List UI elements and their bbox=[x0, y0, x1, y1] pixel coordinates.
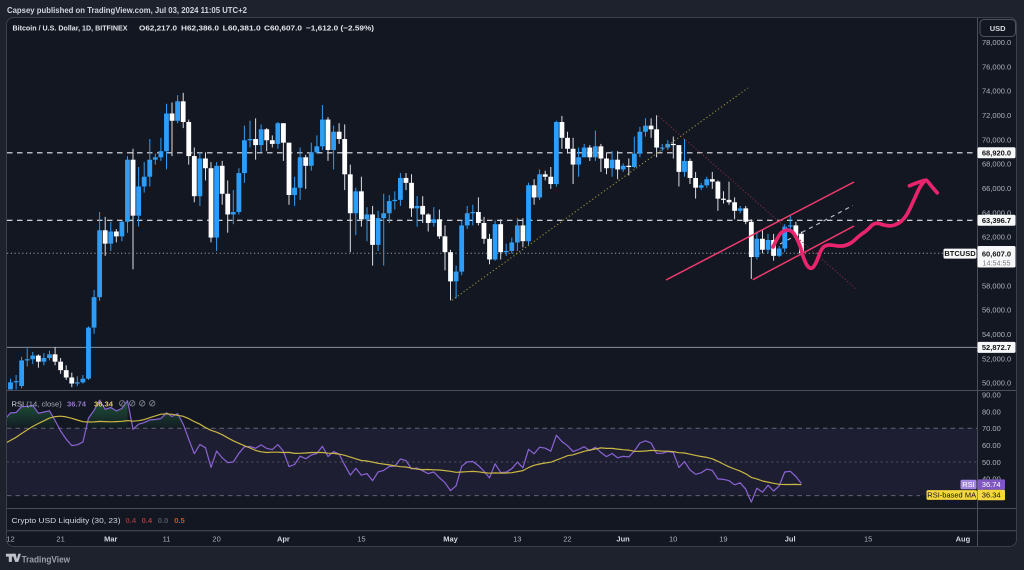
svg-text:10: 10 bbox=[669, 534, 677, 543]
svg-text:50.00: 50.00 bbox=[982, 458, 1001, 467]
svg-text:50,000.0: 50,000.0 bbox=[982, 379, 1011, 388]
svg-text:H62,386.0: H62,386.0 bbox=[181, 24, 219, 33]
svg-text:60,607.0: 60,607.0 bbox=[982, 250, 1011, 259]
svg-text:Jul: Jul bbox=[785, 534, 796, 543]
svg-text:52,872.7: 52,872.7 bbox=[982, 343, 1011, 352]
svg-text:RSI (14, close): RSI (14, close) bbox=[12, 399, 63, 408]
svg-text:Crypto USD Liquidity (30, 23): Crypto USD Liquidity (30, 23) bbox=[12, 516, 122, 525]
svg-text:L60,381.0: L60,381.0 bbox=[223, 24, 261, 33]
svg-text:May: May bbox=[443, 534, 458, 543]
svg-text:36.34: 36.34 bbox=[94, 399, 114, 408]
svg-text:RSI: RSI bbox=[962, 480, 975, 489]
svg-text:36.34: 36.34 bbox=[982, 491, 1001, 500]
svg-text:22: 22 bbox=[563, 534, 571, 543]
svg-text:20: 20 bbox=[212, 534, 220, 543]
svg-text:64,000.0: 64,000.0 bbox=[982, 208, 1011, 217]
svg-text:54,000.0: 54,000.0 bbox=[982, 330, 1011, 339]
svg-text:36.74: 36.74 bbox=[67, 399, 87, 408]
svg-text:70,000.0: 70,000.0 bbox=[982, 135, 1011, 144]
svg-text:11: 11 bbox=[163, 534, 171, 543]
svg-text:70.00: 70.00 bbox=[982, 424, 1001, 433]
svg-text:TradingView: TradingView bbox=[22, 554, 71, 565]
svg-text:74,000.0: 74,000.0 bbox=[982, 87, 1011, 96]
svg-text:72,000.0: 72,000.0 bbox=[982, 111, 1011, 120]
svg-text:Mar: Mar bbox=[104, 534, 117, 543]
svg-text:O62,217.0: O62,217.0 bbox=[139, 24, 177, 33]
svg-text:40.00: 40.00 bbox=[982, 475, 1001, 484]
svg-text:76,000.0: 76,000.0 bbox=[982, 62, 1011, 71]
svg-text:USD: USD bbox=[990, 24, 1006, 33]
svg-text:14:54:55: 14:54:55 bbox=[983, 258, 1011, 267]
svg-text:0.5: 0.5 bbox=[174, 516, 185, 525]
svg-text:0.4: 0.4 bbox=[142, 516, 153, 525]
svg-text:Bitcoin / U.S. Dollar, 1D, BIT: Bitcoin / U.S. Dollar, 1D, BITFINEX bbox=[13, 24, 128, 33]
svg-text:21: 21 bbox=[56, 534, 64, 543]
svg-text:19: 19 bbox=[719, 534, 727, 543]
svg-text:0.4: 0.4 bbox=[126, 516, 137, 525]
svg-text:15: 15 bbox=[357, 534, 365, 543]
svg-text:52,000.0: 52,000.0 bbox=[982, 354, 1011, 363]
svg-text:12: 12 bbox=[6, 534, 14, 543]
svg-text:66,000.0: 66,000.0 bbox=[982, 184, 1011, 193]
svg-text:68,000.0: 68,000.0 bbox=[982, 160, 1011, 169]
svg-text:63,396.7: 63,396.7 bbox=[982, 216, 1011, 225]
svg-text:RSI-based MA: RSI-based MA bbox=[927, 491, 976, 500]
svg-text:−1,612.0 (−2.59%): −1,612.0 (−2.59%) bbox=[306, 24, 375, 33]
svg-text:78,000.0: 78,000.0 bbox=[982, 38, 1011, 47]
svg-text:BTCUSD: BTCUSD bbox=[944, 249, 976, 258]
svg-text:60.00: 60.00 bbox=[982, 441, 1001, 450]
svg-text:Capsey published on TradingVie: Capsey published on TradingView.com, Jul… bbox=[7, 5, 247, 15]
svg-text:36.74: 36.74 bbox=[982, 480, 1001, 489]
svg-text:0.0: 0.0 bbox=[158, 516, 169, 525]
svg-text:58,000.0: 58,000.0 bbox=[982, 281, 1011, 290]
svg-text:13: 13 bbox=[513, 534, 521, 543]
svg-text:62,000.0: 62,000.0 bbox=[982, 233, 1011, 242]
svg-text:68,920.0: 68,920.0 bbox=[982, 149, 1011, 158]
svg-text:56,000.0: 56,000.0 bbox=[982, 306, 1011, 315]
svg-text:C60,607.0: C60,607.0 bbox=[264, 24, 302, 33]
svg-text:15: 15 bbox=[864, 534, 872, 543]
svg-text:Jun: Jun bbox=[616, 534, 630, 543]
svg-text:80.00: 80.00 bbox=[982, 407, 1001, 416]
svg-text:Apr: Apr bbox=[277, 534, 290, 543]
svg-text:90.00: 90.00 bbox=[982, 390, 1001, 399]
svg-text:Aug: Aug bbox=[956, 534, 971, 543]
